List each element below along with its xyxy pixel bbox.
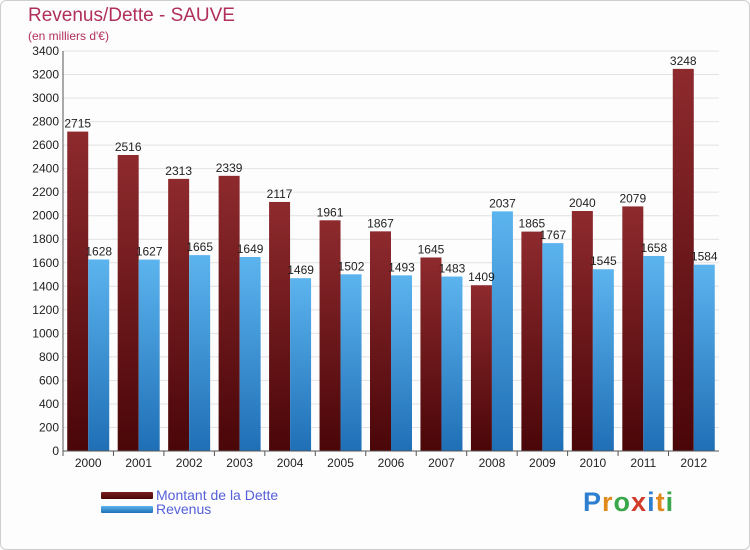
bar-revenus bbox=[239, 257, 261, 451]
legend-swatch-revenus bbox=[101, 506, 153, 513]
y-tick-label: 400 bbox=[39, 397, 59, 411]
logo-letter: i bbox=[665, 487, 675, 517]
bar-dette bbox=[521, 231, 543, 451]
bar-dette bbox=[117, 155, 139, 451]
bar-revenus bbox=[542, 243, 564, 451]
bar-revenus bbox=[693, 264, 715, 451]
y-tick-label: 600 bbox=[39, 373, 59, 387]
bar-dette bbox=[420, 257, 442, 451]
data-label-dette: 2313 bbox=[165, 164, 192, 178]
logo-letter: x bbox=[631, 487, 648, 517]
data-label-dette: 2117 bbox=[267, 187, 293, 201]
y-tick-label: 2800 bbox=[32, 115, 59, 129]
bar-revenus bbox=[290, 278, 312, 451]
y-tick-label: 3000 bbox=[32, 91, 59, 105]
logo-letter: r bbox=[602, 487, 614, 517]
bar-revenus bbox=[441, 276, 463, 451]
bar-dette bbox=[622, 206, 644, 451]
logo-letter: i bbox=[647, 487, 656, 517]
y-tick-label: 0 bbox=[52, 444, 59, 458]
data-label-dette: 3248 bbox=[670, 54, 697, 68]
data-label-revenus: 1483 bbox=[439, 262, 466, 276]
y-tick-label: 800 bbox=[39, 350, 59, 364]
bar-revenus bbox=[138, 259, 160, 451]
logo-letter: P bbox=[583, 487, 603, 517]
y-tick-label: 1400 bbox=[32, 279, 59, 293]
bar-revenus bbox=[491, 211, 513, 451]
y-tick-label: 3200 bbox=[32, 68, 59, 82]
bar-dette bbox=[269, 201, 291, 451]
bar-dette bbox=[370, 231, 391, 451]
y-tick-label: 1000 bbox=[32, 326, 59, 340]
data-label-revenus: 1665 bbox=[186, 240, 213, 254]
data-label-revenus: 1502 bbox=[338, 259, 365, 273]
bar-dette bbox=[319, 220, 341, 451]
data-label-revenus: 1493 bbox=[388, 260, 415, 274]
data-label-revenus: 1658 bbox=[640, 241, 667, 255]
x-tick-label: 2009 bbox=[529, 456, 556, 470]
bar-dette bbox=[571, 211, 593, 451]
x-tick-label: 2004 bbox=[277, 456, 304, 470]
x-tick-label: 2008 bbox=[479, 456, 506, 470]
data-label-revenus: 2037 bbox=[489, 196, 516, 210]
data-label-dette: 2079 bbox=[619, 191, 646, 205]
data-label-revenus: 1628 bbox=[85, 244, 112, 258]
data-label-dette: 1645 bbox=[418, 242, 445, 256]
x-tick-label: 2002 bbox=[176, 456, 203, 470]
bar-revenus bbox=[340, 274, 362, 451]
bar-dette bbox=[168, 178, 190, 451]
data-label-dette: 1867 bbox=[367, 216, 394, 230]
data-label-revenus: 1649 bbox=[237, 242, 264, 256]
data-label-dette: 1409 bbox=[468, 270, 495, 284]
chart-subtitle: (en milliers d'€) bbox=[28, 29, 109, 43]
bar-dette bbox=[672, 68, 694, 451]
data-label-revenus: 1469 bbox=[287, 263, 314, 277]
data-label-revenus: 1584 bbox=[691, 250, 718, 264]
y-tick-label: 2200 bbox=[32, 185, 59, 199]
bar-revenus bbox=[643, 255, 665, 451]
legend-label-revenus: Revenus bbox=[156, 501, 212, 517]
logo-letter: o bbox=[613, 487, 632, 517]
x-tick-label: 2005 bbox=[327, 456, 354, 470]
legend-swatch-dette bbox=[101, 492, 153, 499]
y-tick-label: 2600 bbox=[32, 138, 59, 152]
x-tick-label: 2003 bbox=[226, 456, 253, 470]
y-tick-label: 1800 bbox=[32, 232, 59, 246]
proxiti-logo: Proxiti bbox=[583, 487, 674, 518]
bar-revenus bbox=[189, 255, 211, 451]
y-tick-label: 2400 bbox=[32, 162, 59, 176]
data-label-dette: 2339 bbox=[216, 161, 243, 175]
data-label-dette: 1961 bbox=[317, 205, 344, 219]
bar-revenus bbox=[88, 259, 110, 451]
chart-title: Revenus/Dette - SAUVE bbox=[28, 5, 235, 26]
y-tick-label: 2000 bbox=[32, 209, 59, 223]
x-tick-label: 2007 bbox=[428, 456, 455, 470]
data-label-dette: 2516 bbox=[115, 140, 142, 154]
y-tick-label: 3400 bbox=[32, 44, 59, 58]
y-tick-label: 1200 bbox=[32, 303, 59, 317]
logo-letter: t bbox=[655, 487, 666, 517]
bar-revenus bbox=[592, 269, 614, 451]
data-label-revenus: 1627 bbox=[136, 245, 163, 259]
x-tick-label: 2006 bbox=[378, 456, 405, 470]
data-label-revenus: 1545 bbox=[590, 254, 617, 268]
x-tick-label: 2001 bbox=[125, 456, 152, 470]
legend-label-dette: Montant de la Dette bbox=[156, 487, 279, 503]
x-tick-label: 2010 bbox=[579, 456, 606, 470]
x-tick-label: 2012 bbox=[680, 456, 707, 470]
x-tick-label: 2011 bbox=[630, 456, 656, 470]
bar-revenus bbox=[391, 275, 412, 451]
data-label-dette: 2715 bbox=[64, 117, 91, 131]
bar-dette bbox=[470, 285, 492, 451]
data-label-dette: 1865 bbox=[519, 217, 546, 231]
data-label-dette: 2040 bbox=[569, 196, 596, 210]
bar-dette bbox=[67, 131, 89, 451]
bar-dette bbox=[218, 175, 240, 451]
y-tick-label: 1600 bbox=[32, 256, 59, 270]
data-label-revenus: 1767 bbox=[540, 228, 567, 242]
y-tick-label: 200 bbox=[39, 420, 59, 434]
x-tick-label: 2000 bbox=[75, 456, 102, 470]
